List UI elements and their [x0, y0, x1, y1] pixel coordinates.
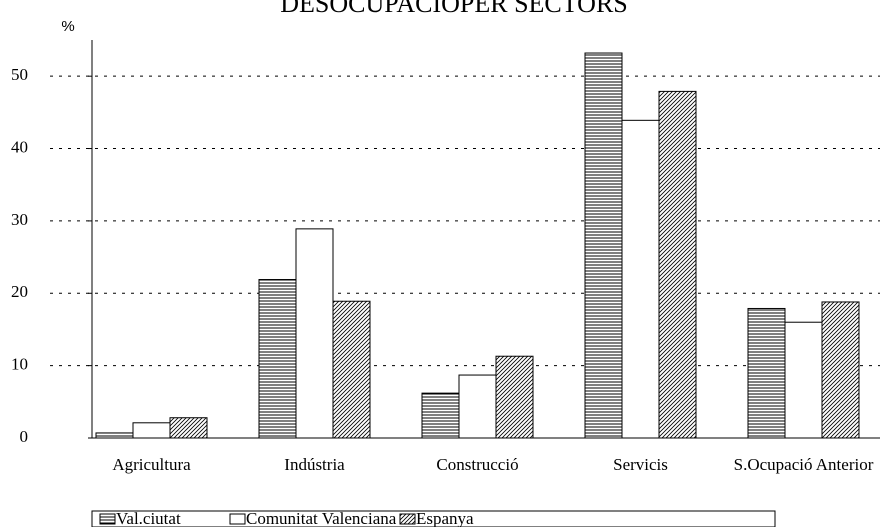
- x-tick-label: Agricultura: [112, 455, 191, 474]
- legend-label: Espanya: [416, 509, 474, 527]
- bar: [747, 307, 786, 439]
- y-tick-label: 0: [20, 427, 29, 446]
- bar: [495, 355, 534, 439]
- bar: [169, 417, 208, 439]
- bar: [621, 119, 660, 439]
- legend-label: Comunitat Valenciana: [246, 509, 397, 527]
- bar: [95, 432, 134, 439]
- bar: [658, 90, 697, 439]
- y-tick-label: 40: [11, 137, 28, 156]
- x-tick-label: Servicis: [613, 455, 668, 474]
- x-tick-label: Construcció: [436, 455, 518, 474]
- legend-label: Val.ciutat: [116, 509, 181, 527]
- chart-title: DESOCUPACIOPER SECTORS: [280, 0, 628, 18]
- bar: [421, 392, 460, 439]
- y-axis-label: %: [61, 18, 74, 35]
- legend-swatch: [399, 513, 416, 525]
- y-tick-label: 50: [11, 65, 28, 84]
- y-tick-label: 20: [11, 282, 28, 301]
- legend-swatch: [229, 513, 246, 525]
- x-tick-label: S.Ocupació Anterior: [734, 455, 874, 474]
- bar: [258, 279, 297, 439]
- x-tick-label: Indústria: [284, 455, 345, 474]
- bar: [295, 228, 334, 439]
- legend-swatch: [99, 513, 116, 525]
- legend-box: [91, 510, 776, 527]
- bar: [132, 422, 171, 439]
- bar: [332, 300, 371, 439]
- bar: [784, 321, 823, 439]
- y-tick-label: 30: [11, 210, 28, 229]
- bar: [821, 301, 860, 439]
- bar: [458, 374, 497, 439]
- bar: [584, 52, 623, 439]
- y-tick-label: 10: [11, 355, 28, 374]
